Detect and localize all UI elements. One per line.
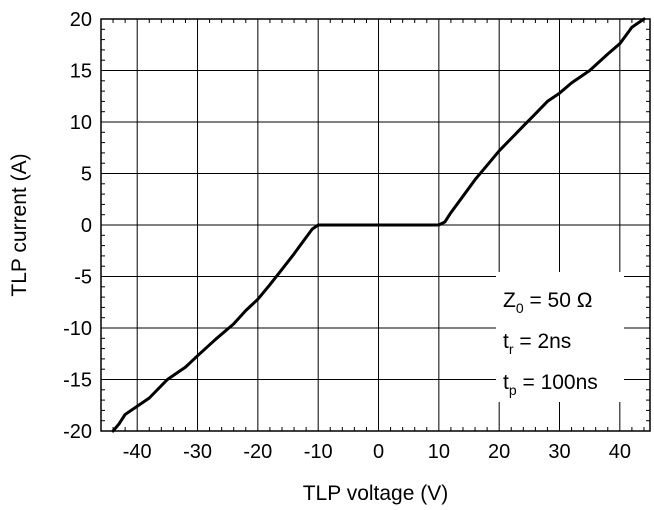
x-tick-label: -20 [243,441,272,463]
x-tick-label: 20 [488,441,510,463]
y-tick-label: 10 [70,112,92,134]
annotation-tr-symbol: t [503,330,509,353]
x-tick-label: -10 [304,441,333,463]
annotation-tr: tr = 2ns [503,330,571,357]
x-tick-label: 30 [548,441,570,463]
iv-curve-series [111,17,646,433]
x-tick-label: 40 [609,441,631,463]
annotation-tr-subscript: r [509,341,514,357]
annotation-z0-subscript: 0 [516,300,524,316]
y-tick-label: -20 [63,421,92,443]
y-tick-label: -5 [74,267,92,289]
x-tick-label: -40 [123,441,152,463]
x-tick-label: 0 [373,441,384,463]
annotation-z0: Z0 = 50 Ω [503,289,592,316]
x-tick-label: 10 [428,441,450,463]
annotation-tp-subscript: p [509,382,517,398]
plot-frame [100,18,651,432]
annotation-box [496,272,624,402]
annotation-z0-value: = 50 Ω [524,289,593,312]
y-tick-label: -15 [63,370,92,392]
annotation-tr-value: = 2ns [514,330,572,353]
annotation-z0-symbol: Z [503,289,516,312]
series-layer [111,17,646,433]
y-tick-label: 20 [70,9,92,31]
x-axis-label: TLP voltage (V) [303,482,449,505]
annotation-tp-value: = 100ns [517,371,598,394]
x-tick-labels: -40 -30 -20 -10 0 10 20 30 40 [123,441,631,463]
y-tick-labels: -20 -15 -10 -5 0 5 10 15 20 [63,9,92,443]
annotation-tp-symbol: t [503,371,509,394]
y-axis-label: TLP current (A) [8,153,31,296]
y-tick-label: 5 [81,164,92,186]
x-tick-label: -30 [183,441,212,463]
y-tick-label: 0 [81,215,92,237]
y-tick-label: 15 [70,61,92,83]
y-tick-label: -10 [63,318,92,340]
annotation-tp: tp = 100ns [503,371,598,398]
